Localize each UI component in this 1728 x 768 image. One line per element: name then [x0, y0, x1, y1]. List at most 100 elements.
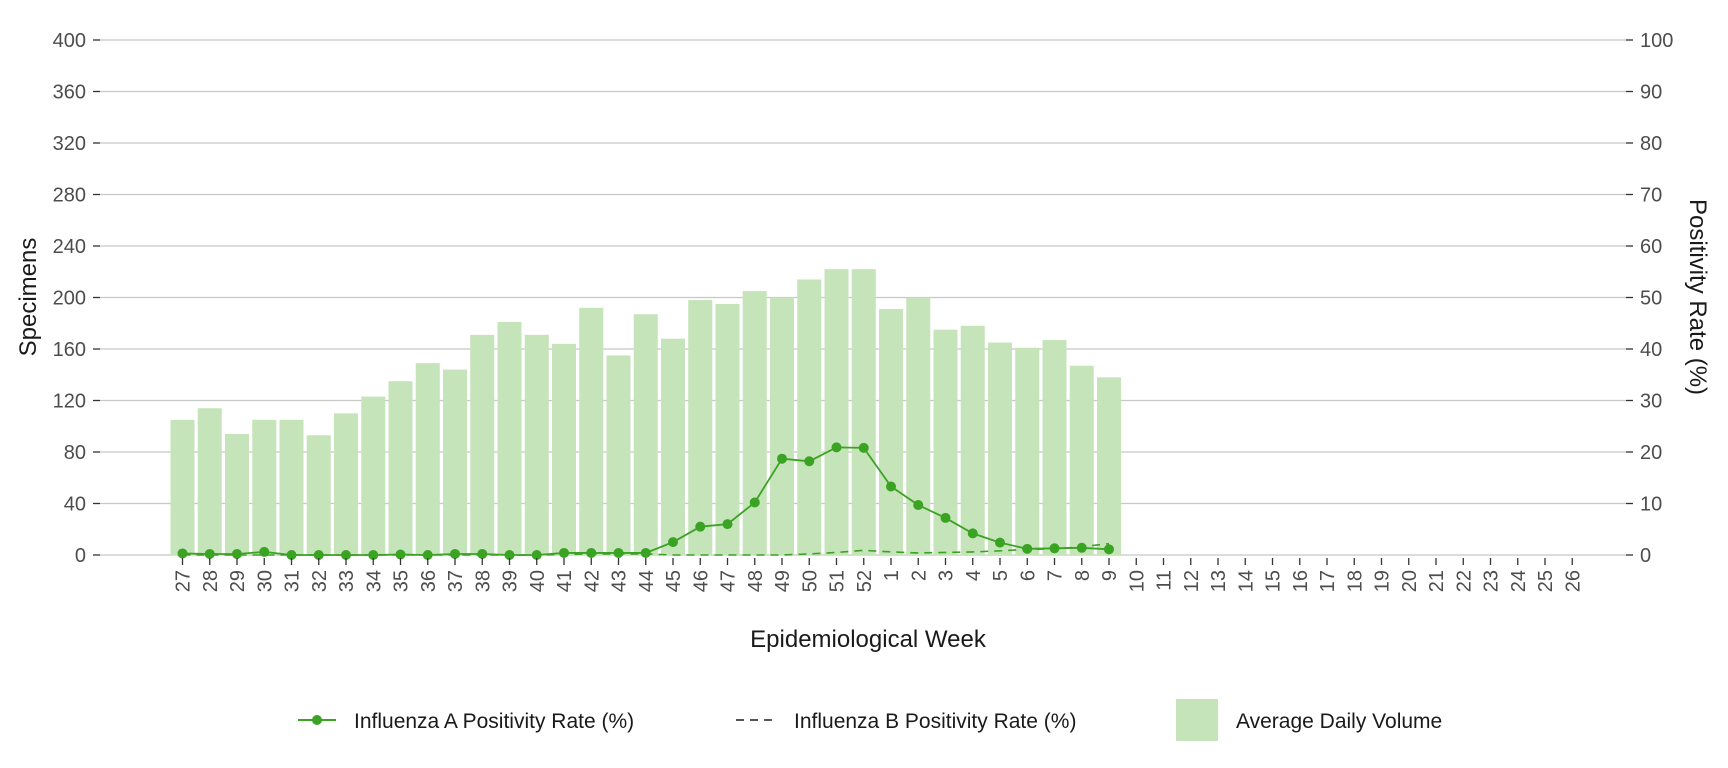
point-influenza-a: [395, 549, 406, 560]
bar-average-daily-volume: [225, 433, 249, 555]
bar-average-daily-volume: [661, 338, 685, 555]
x-tick-label: 2: [908, 570, 930, 581]
point-influenza-a: [995, 537, 1005, 548]
y-right-tick-label: 90: [1640, 82, 1662, 104]
x-tick-label: 29: [227, 570, 249, 592]
y-right-tick-label: 0: [1640, 545, 1651, 567]
bar-average-daily-volume: [388, 381, 413, 555]
x-tick-label: 49: [772, 570, 794, 592]
y-left-tick-label: 160: [53, 339, 86, 361]
bar-average-daily-volume: [797, 279, 822, 555]
point-influenza-a: [450, 548, 460, 559]
y-left-tick-label: 0: [75, 545, 86, 567]
bar-average-daily-volume: [824, 269, 849, 555]
bar-average-daily-volume: [851, 269, 876, 555]
legend-item-influenza-b: Influenza B Positivity Rate (%): [736, 710, 1076, 733]
x-tick-label: 19: [1372, 570, 1394, 592]
bar-average-daily-volume: [742, 291, 767, 555]
x-tick-label: 40: [527, 570, 549, 592]
y-left-tick-label: 400: [53, 30, 86, 52]
point-influenza-a: [804, 456, 815, 467]
x-tick-label: 25: [1535, 570, 1557, 592]
y-right-tick-label: 30: [1640, 391, 1662, 413]
x-tick-label: 17: [1317, 570, 1339, 592]
y-right-tick-label: 40: [1640, 339, 1662, 361]
x-tick-label: 24: [1508, 570, 1530, 592]
bar-average-daily-volume: [960, 325, 985, 555]
x-tick-label: 32: [309, 570, 331, 592]
point-influenza-a: [913, 500, 924, 511]
y-axis-left-title: Specimens: [15, 238, 42, 357]
y-left-tick-label: 240: [53, 236, 86, 258]
x-tick-label: 4: [963, 570, 985, 581]
point-influenza-a: [722, 519, 733, 530]
legend: Influenza A Positivity Rate (%) Influenz…: [298, 699, 1442, 741]
y-left-tick-label: 120: [53, 391, 86, 413]
x-tick-label: 22: [1453, 570, 1475, 592]
x-tick-label: 33: [336, 570, 358, 592]
point-influenza-a: [531, 550, 542, 560]
y-left-tick-label: 80: [64, 442, 86, 464]
legend-item-volume: Average Daily Volume: [1176, 699, 1442, 741]
x-tick-label: 21: [1426, 570, 1448, 592]
x-tick-label: 48: [745, 570, 767, 592]
y-left-tick-label: 40: [64, 494, 86, 516]
point-influenza-a: [286, 550, 297, 560]
point-influenza-a: [1022, 543, 1033, 554]
bar-average-daily-volume: [415, 363, 440, 555]
x-tick-label: 42: [581, 570, 603, 592]
x-tick-label: 38: [472, 570, 494, 592]
bar-average-daily-volume: [470, 334, 495, 555]
x-tick-label: 14: [1235, 570, 1257, 592]
bar-average-daily-volume: [688, 300, 713, 555]
x-tick-label: 41: [554, 570, 576, 592]
bar-average-daily-volume: [334, 413, 358, 555]
x-tick-label: 16: [1290, 570, 1312, 592]
x-tick-label: 30: [254, 570, 276, 592]
point-influenza-a: [695, 521, 706, 532]
point-influenza-a: [477, 548, 488, 559]
x-tick-label: 44: [636, 570, 658, 592]
x-axis-title: Epidemiological Week: [750, 626, 987, 653]
x-tick-label: 50: [799, 570, 821, 592]
x-tick-label: 46: [690, 570, 712, 592]
point-influenza-a: [559, 547, 569, 558]
x-tick-label: 47: [718, 570, 740, 592]
point-influenza-a: [177, 548, 188, 559]
y-right-tick-label: 100: [1640, 30, 1673, 52]
bar-average-daily-volume: [770, 297, 794, 555]
point-influenza-a: [504, 550, 515, 560]
point-influenza-a: [749, 497, 760, 508]
x-tick-label: 7: [1045, 570, 1067, 581]
x-tick-label: 34: [363, 570, 385, 592]
point-influenza-a: [422, 550, 433, 560]
point-influenza-a: [368, 550, 379, 560]
x-tick-label: 36: [418, 570, 440, 592]
point-influenza-a: [831, 442, 842, 453]
bar-average-daily-volume: [879, 309, 903, 555]
point-influenza-a: [640, 547, 651, 558]
point-influenza-a: [232, 548, 242, 559]
x-tick-label: 10: [1126, 570, 1148, 592]
bar-average-daily-volume: [1069, 365, 1094, 555]
bar-average-daily-volume: [606, 355, 631, 555]
x-tick-label: 27: [173, 570, 195, 592]
x-tick-label: 31: [282, 570, 304, 592]
point-influenza-a: [613, 547, 624, 558]
point-influenza-a: [259, 546, 270, 557]
point-influenza-a: [1104, 544, 1114, 555]
y-right-tick-label: 50: [1640, 288, 1662, 310]
bar-average-daily-volume: [715, 303, 740, 555]
point-influenza-a: [940, 512, 951, 523]
legend-influenza-a-marker: [312, 715, 322, 725]
point-influenza-a: [967, 528, 978, 539]
legend-influenza-b-label: Influenza B Positivity Rate (%): [794, 710, 1076, 733]
bar-average-daily-volume: [497, 321, 522, 555]
bar-average-daily-volume: [279, 419, 304, 555]
point-influenza-a: [204, 548, 215, 559]
point-influenza-a: [668, 537, 678, 548]
point-influenza-a: [341, 550, 351, 560]
bar-average-daily-volume: [633, 314, 658, 555]
x-tick-label: 15: [1263, 570, 1285, 592]
